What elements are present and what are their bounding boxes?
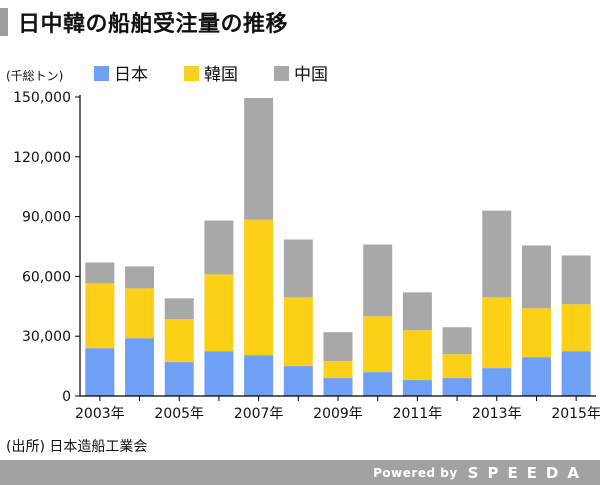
bar-segment <box>402 380 432 396</box>
bar-segment <box>244 219 274 356</box>
bar-segment <box>402 330 432 381</box>
bar-segment <box>482 297 512 369</box>
bar-segment <box>521 357 551 396</box>
bar-segment <box>363 244 393 317</box>
y-tick-label: 30,000 <box>22 329 71 345</box>
powered-by-label: Powered by <box>373 465 458 480</box>
legend-label: 韓国 <box>204 65 238 85</box>
legend-label: 中国 <box>294 65 328 85</box>
title-accent-bar <box>0 8 8 36</box>
unit-label: (千総トン) <box>6 69 63 83</box>
legend-swatch <box>184 66 199 81</box>
bar-segment <box>482 368 512 396</box>
bar-segment <box>561 351 591 396</box>
bar-segment <box>164 298 194 320</box>
bar-segment <box>283 239 313 298</box>
bar-segment <box>482 210 512 298</box>
bar-segment <box>204 220 234 275</box>
y-tick-label: 150,000 <box>13 90 71 106</box>
bar-segment <box>204 274 234 352</box>
bar-segment <box>442 354 472 379</box>
bar-segment <box>164 362 194 396</box>
bar-segment <box>244 97 274 220</box>
legend-swatch <box>274 66 289 81</box>
bar-segment <box>323 361 353 379</box>
x-tick-label: 2015年 <box>551 406 600 422</box>
legend-swatch <box>94 66 109 81</box>
bar-segment <box>164 319 194 363</box>
bar-segment <box>125 266 155 289</box>
bar-segment <box>85 283 115 349</box>
bar-segment <box>521 308 551 358</box>
bar-segment <box>283 366 313 396</box>
chart-title: 日中韓の船舶受注量の推移 <box>0 6 288 38</box>
bar-segment <box>561 255 591 305</box>
bar-segment <box>521 245 551 309</box>
y-tick-label: 90,000 <box>22 210 71 226</box>
brand-logo: SPEEDA <box>467 463 588 482</box>
source-note: (出所) 日本造船工業会 <box>6 439 148 455</box>
bar-segment <box>442 378 472 396</box>
bar-segment <box>85 262 115 284</box>
footer-bar: Powered by SPEEDA <box>0 460 600 485</box>
bar-segment <box>442 327 472 355</box>
y-tick-label: 0 <box>62 389 71 405</box>
y-tick-label: 120,000 <box>13 150 71 166</box>
bar-segment <box>125 288 155 339</box>
x-tick-label: 2009年 <box>313 406 363 422</box>
x-tick-label: 2003年 <box>75 406 125 422</box>
bar-segment <box>85 348 115 396</box>
x-tick-label: 2011年 <box>393 406 443 422</box>
bar-segment <box>323 378 353 396</box>
x-tick-label: 2005年 <box>154 406 204 422</box>
bar-segment <box>244 355 274 396</box>
bar-segment <box>561 304 591 352</box>
bar-segment <box>204 351 234 396</box>
bar-segment <box>402 292 432 331</box>
bar-segment <box>363 316 393 373</box>
legend-label: 日本 <box>114 65 148 85</box>
x-tick-label: 2013年 <box>472 406 522 422</box>
title-text: 日中韓の船舶受注量の推移 <box>18 12 289 37</box>
x-tick-label: 2007年 <box>234 406 284 422</box>
bar-segment <box>363 372 393 396</box>
bar-segment <box>283 297 313 367</box>
y-tick-label: 60,000 <box>22 269 71 285</box>
bar-chart: (千総トン) 日本 韓国 中国 0 30,000 60,000 90,000 120,000 15… <box>6 65 600 422</box>
bar-segment <box>125 338 155 396</box>
bar-segment <box>323 332 353 362</box>
